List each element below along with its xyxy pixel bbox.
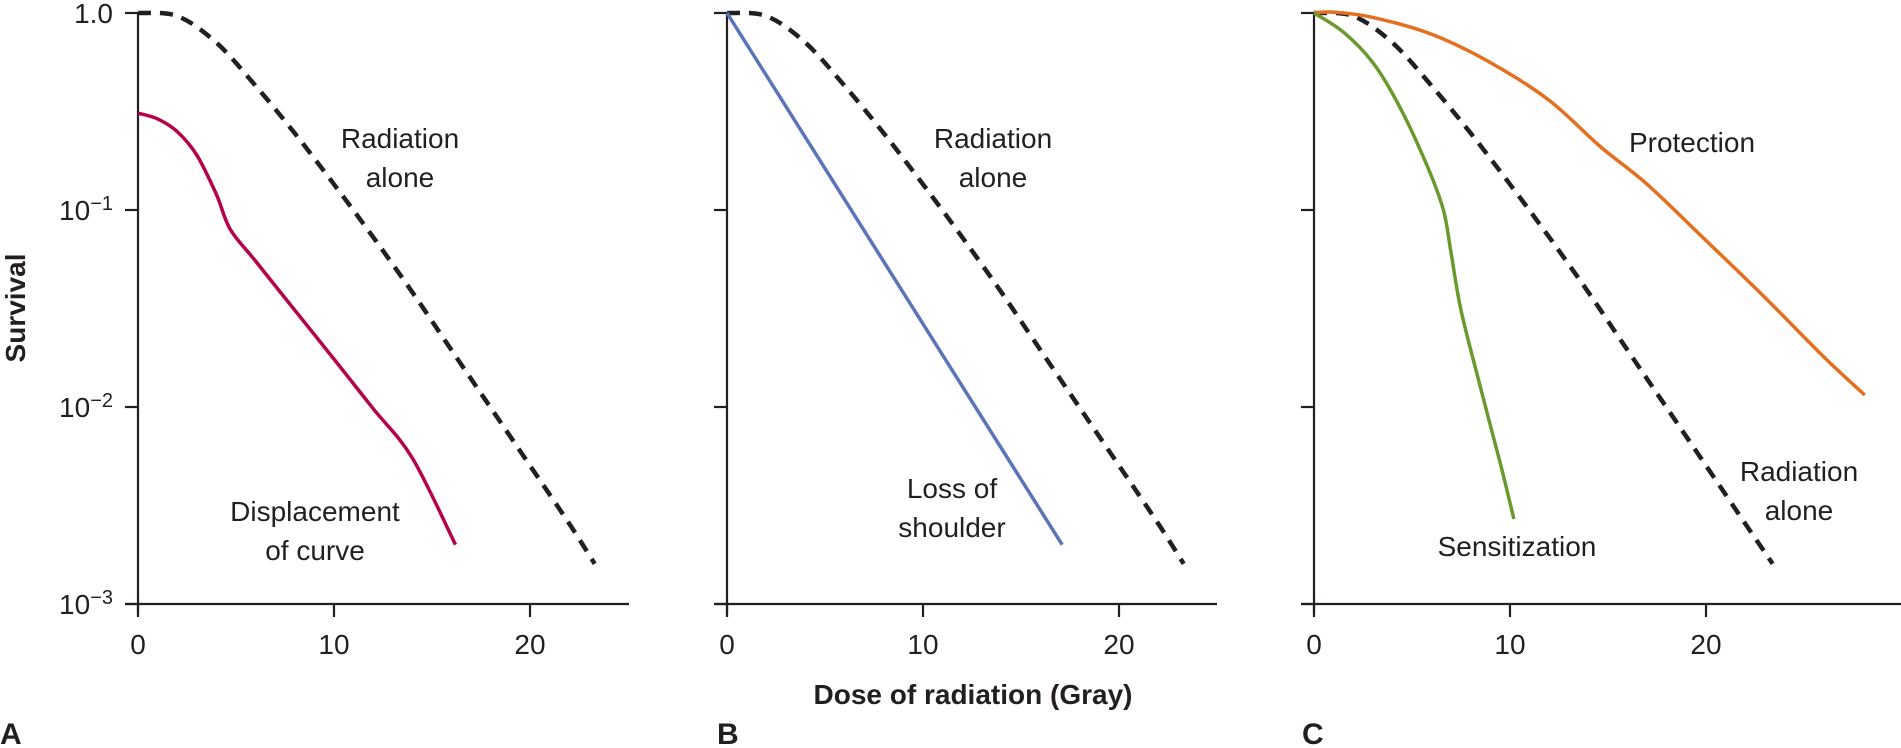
x-tick-label: 10	[318, 629, 349, 660]
panel-c: 0 10 20 Protection Radiation alone Sensitizati…	[1301, 10, 1901, 748]
annotation-sensitization: Sensitization	[1438, 531, 1597, 562]
panel-letter: A	[0, 718, 22, 748]
x-tick-label: 0	[1306, 629, 1322, 660]
x-tick-label: 10	[907, 629, 938, 660]
y-tick-label: 10−2	[59, 390, 113, 423]
x-tick-label: 20	[1690, 629, 1721, 660]
x-axis-title: Dose of radiation (Gray)	[814, 679, 1133, 710]
x-tick-label: 10	[1494, 629, 1525, 660]
annotation-radiation-alone: alone	[366, 162, 435, 193]
curve-radiation-alone	[1313, 10, 1775, 566]
y-tick-label: 10−3	[59, 587, 113, 620]
annotation-radiation-alone: alone	[1765, 495, 1834, 526]
annotation-displacement-of-curve: of curve	[265, 535, 365, 566]
y-tick-label: 1.0	[74, 0, 113, 29]
annotation-radiation-alone: Radiation	[341, 123, 459, 154]
y-axis-title: Survival	[0, 254, 31, 363]
x-tick-label: 0	[719, 629, 735, 660]
curve-radiation-alone	[726, 10, 1186, 566]
panel-b: 0 10 20 Radiation alone Loss of shoulder B	[714, 10, 1217, 748]
panel-letter: B	[717, 718, 739, 748]
annotation-protection: Protection	[1629, 127, 1755, 158]
panel-letter: C	[1302, 718, 1324, 748]
annotation-radiation-alone: Radiation	[934, 123, 1052, 154]
curve-loss-of-shoulder	[725, 12, 1064, 546]
y-tick-label: 10−1	[59, 193, 113, 226]
panel-a: 1.0 10−1 10−2 10−3 0 10 20 Radiation alone Displa…	[0, 0, 629, 748]
x-tick-label: 20	[514, 629, 545, 660]
x-tick-label: 20	[1103, 629, 1134, 660]
annotation-radiation-alone: alone	[959, 162, 1028, 193]
annotation-radiation-alone: Radiation	[1740, 456, 1858, 487]
curve-protection	[1313, 10, 1866, 397]
annotation-loss-of-shoulder: shoulder	[898, 512, 1005, 543]
annotation-displacement-of-curve: Displacement	[230, 496, 400, 527]
annotation-loss-of-shoulder: Loss of	[907, 473, 997, 504]
curve-radiation-alone	[137, 10, 597, 566]
curve-displacement-of-curve	[137, 111, 458, 546]
curve-sensitization	[1313, 11, 1516, 520]
x-tick-label: 0	[130, 629, 146, 660]
